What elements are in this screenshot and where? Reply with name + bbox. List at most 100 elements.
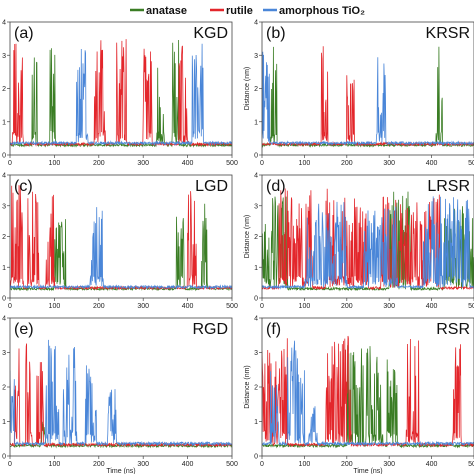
x-tick-label: 200 bbox=[341, 303, 353, 310]
y-axis-title: Distance (nm) bbox=[244, 365, 251, 409]
series-line-amorphoustio bbox=[262, 340, 474, 447]
x-tick-label: 0 bbox=[8, 303, 12, 310]
x-tick-label: 100 bbox=[299, 303, 311, 310]
panel-rsr: 0 100 200 300 400 500 0 1 2 3 4 Distance (nm) Time (… bbox=[244, 316, 474, 474]
peptide-label: LRSR bbox=[427, 178, 470, 195]
series-line-rutile bbox=[10, 185, 232, 291]
y-tick-label: 3 bbox=[254, 203, 258, 210]
x-axis-title: Time (ns) bbox=[106, 468, 135, 474]
y-tick-label: 2 bbox=[2, 86, 6, 93]
x-tick-label: 0 bbox=[260, 461, 264, 468]
panel-lrsr: 0 100 200 300 400 500 0 1 2 3 4 Distance (nm) (d) LRS… bbox=[244, 173, 474, 310]
y-tick-label: 2 bbox=[254, 385, 258, 392]
panel-kgd: 0 100 200 300 400 500 0 1 2 3 4 (a) KGD bbox=[2, 20, 238, 168]
series-line-amorphoustio bbox=[10, 43, 232, 146]
series-line-anatase bbox=[10, 203, 232, 292]
x-tick-label: 500 bbox=[226, 303, 238, 310]
y-tick-label: 1 bbox=[254, 119, 258, 126]
x-tick-label: 0 bbox=[260, 303, 264, 310]
x-tick-label: 200 bbox=[93, 461, 105, 468]
y-tick-label: 2 bbox=[254, 86, 258, 93]
y-tick-label: 0 bbox=[2, 296, 6, 303]
panel-rgd: 0 100 200 300 400 500 0 1 2 3 4 Time (ns) (e) RGD bbox=[2, 316, 238, 474]
y-tick-label: 3 bbox=[254, 350, 258, 357]
series-line-amorphoustio bbox=[262, 51, 474, 146]
x-tick-label: 400 bbox=[426, 303, 438, 310]
legend-label: anatase bbox=[146, 5, 187, 17]
series-line-anatase bbox=[10, 421, 232, 449]
y-tick-label: 4 bbox=[2, 173, 6, 180]
y-axis-title: Distance (nm) bbox=[244, 215, 251, 259]
x-tick-label: 300 bbox=[137, 461, 149, 468]
y-tick-label: 3 bbox=[2, 53, 6, 60]
series-line-anatase bbox=[262, 345, 474, 449]
x-tick-label: 100 bbox=[299, 461, 311, 468]
y-tick-label: 2 bbox=[2, 385, 6, 392]
x-tick-label: 0 bbox=[8, 160, 12, 167]
series-group bbox=[262, 335, 474, 449]
x-tick-label: 500 bbox=[468, 461, 474, 468]
x-tick-label: 100 bbox=[49, 160, 61, 167]
x-axis-title: Time (ns) bbox=[353, 468, 382, 474]
y-tick-label: 4 bbox=[254, 20, 258, 27]
x-tick-label: 200 bbox=[93, 160, 105, 167]
legend-label: amorphous TiO₂ bbox=[279, 5, 365, 17]
y-tick-label: 3 bbox=[254, 53, 258, 60]
series-group bbox=[10, 185, 232, 292]
panel-label: (e) bbox=[14, 321, 34, 338]
series-group bbox=[10, 39, 232, 148]
panel-label: (d) bbox=[266, 178, 286, 195]
series-line-amorphoustio bbox=[262, 196, 474, 290]
peptide-label: KRSR bbox=[426, 25, 470, 42]
y-tick-label: 2 bbox=[254, 234, 258, 241]
x-tick-label: 100 bbox=[49, 303, 61, 310]
x-tick-label: 200 bbox=[93, 303, 105, 310]
x-tick-label: 300 bbox=[137, 303, 149, 310]
x-tick-label: 0 bbox=[8, 461, 12, 468]
y-tick-label: 4 bbox=[254, 316, 258, 323]
series-group bbox=[10, 339, 232, 449]
x-tick-label: 500 bbox=[226, 160, 238, 167]
series-line-rutile bbox=[10, 343, 232, 448]
y-tick-label: 4 bbox=[254, 173, 258, 180]
y-tick-label: 2 bbox=[2, 234, 6, 241]
series-line-amorphoustio bbox=[10, 207, 232, 290]
y-tick-label: 0 bbox=[2, 153, 6, 160]
series-group bbox=[262, 188, 474, 292]
x-tick-label: 100 bbox=[49, 461, 61, 468]
x-tick-label: 200 bbox=[341, 160, 353, 167]
series-group bbox=[262, 46, 474, 148]
y-axis-title: Distance (nm) bbox=[244, 67, 251, 111]
x-tick-label: 500 bbox=[468, 303, 474, 310]
x-tick-label: 500 bbox=[226, 461, 238, 468]
x-tick-label: 400 bbox=[426, 461, 438, 468]
panel-krsr: 0 100 200 300 400 500 0 1 2 3 4 Distance (nm) (b) KRS… bbox=[244, 20, 474, 167]
y-tick-label: 1 bbox=[2, 265, 6, 272]
y-tick-label: 4 bbox=[2, 316, 6, 323]
series-line-amorphoustio bbox=[10, 339, 232, 447]
peptide-label: LGD bbox=[195, 178, 228, 195]
y-tick-label: 1 bbox=[2, 419, 6, 426]
x-tick-label: 300 bbox=[137, 160, 149, 167]
x-tick-label: 300 bbox=[383, 160, 395, 167]
y-tick-label: 0 bbox=[2, 454, 6, 461]
panel-label: (b) bbox=[266, 25, 286, 42]
panel-label: (a) bbox=[14, 25, 34, 42]
x-tick-label: 400 bbox=[426, 160, 438, 167]
legend: anatase rutile amorphous TiO₂ bbox=[130, 5, 365, 17]
x-tick-label: 400 bbox=[182, 303, 194, 310]
peptide-label: KGD bbox=[193, 25, 228, 42]
series-line-anatase bbox=[262, 191, 474, 292]
x-tick-label: 100 bbox=[299, 160, 311, 167]
y-tick-label: 0 bbox=[254, 153, 258, 160]
x-tick-label: 0 bbox=[260, 160, 264, 167]
panel-label: (f) bbox=[266, 321, 281, 338]
x-tick-label: 400 bbox=[182, 160, 194, 167]
x-tick-label: 200 bbox=[341, 461, 353, 468]
x-tick-label: 300 bbox=[383, 461, 395, 468]
y-tick-label: 3 bbox=[2, 203, 6, 210]
peptide-label: RGD bbox=[192, 321, 228, 338]
x-tick-label: 300 bbox=[383, 303, 395, 310]
